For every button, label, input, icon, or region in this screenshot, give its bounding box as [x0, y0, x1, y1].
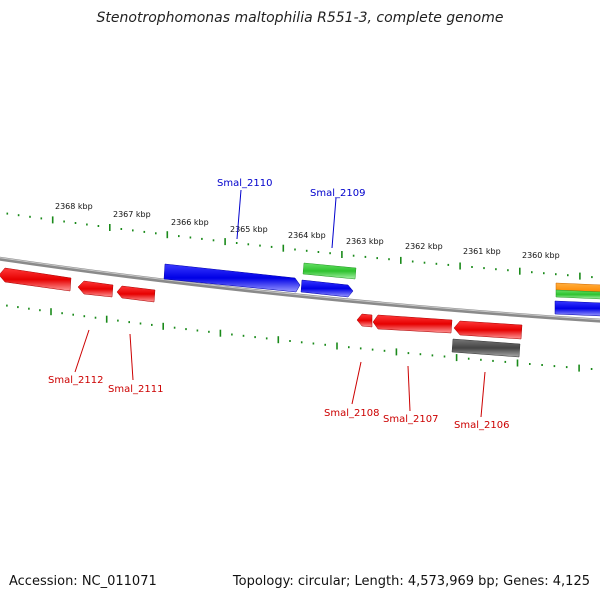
kbp-label: 2363 kbp [346, 237, 384, 246]
gene-smal-2111b[interactable] [116, 285, 156, 303]
upper-scale-track [6, 212, 593, 280]
label-leaders [74, 189, 486, 418]
gene-smal-2110[interactable] [163, 263, 301, 293]
accession-text: Accession: NC_011071 [9, 574, 157, 589]
gene-smal-2109[interactable] [300, 279, 354, 298]
kbp-label: 2364 kbp [288, 231, 326, 240]
gene-smal-2111[interactable] [77, 280, 114, 298]
genome-summary-text: Topology: circular; Length: 4,573,969 bp… [232, 574, 590, 589]
gene-label-smal-2106: Smal_2106 [454, 420, 509, 431]
gene-pseudo[interactable] [451, 338, 521, 358]
gene-label-smal-2108: Smal_2108 [324, 408, 379, 419]
kbp-label: 2366 kbp [171, 218, 209, 227]
gene-green[interactable] [302, 262, 357, 280]
genome-backbone-highlight [0, 257, 600, 321]
gene-label-smal-2109: Smal_2109 [310, 188, 365, 199]
kbp-label: 2362 kbp [405, 242, 443, 251]
reverse-genes [0, 267, 523, 358]
gene-labels: Smal_2110 Smal_2109 Smal_2112 Smal_2111 … [48, 178, 509, 431]
gene-blue-edge[interactable] [554, 300, 600, 317]
kbp-label: 2361 kbp [463, 247, 501, 256]
gene-green-2[interactable] [555, 289, 600, 300]
gene-orange[interactable] [555, 282, 600, 293]
gene-label-smal-2107: Smal_2107 [383, 414, 438, 425]
gene-label-smal-2112: Smal_2112 [48, 375, 103, 386]
gene-smal-2112[interactable] [0, 267, 72, 292]
kbp-label: 2368 kbp [55, 202, 93, 211]
kbp-label: 2367 kbp [113, 210, 151, 219]
gene-smal-2106[interactable] [453, 320, 523, 340]
gene-smal-2107[interactable] [372, 314, 453, 334]
genome-backbone [0, 256, 600, 323]
gene-smal-2108[interactable] [356, 313, 373, 328]
forward-genes [163, 262, 600, 317]
gene-label-smal-2111: Smal_2111 [108, 384, 163, 395]
kbp-label: 2365 kbp [230, 225, 268, 234]
gene-label-smal-2110: Smal_2110 [217, 178, 272, 189]
kbp-label: 2360 kbp [522, 251, 560, 260]
genome-title: Stenotrophomonas maltophilia R551-3, com… [96, 10, 504, 26]
kbp-labels: 2368 kbp 2367 kbp 2366 kbp 2365 kbp 2364… [55, 202, 560, 260]
lower-scale-track [6, 304, 593, 372]
